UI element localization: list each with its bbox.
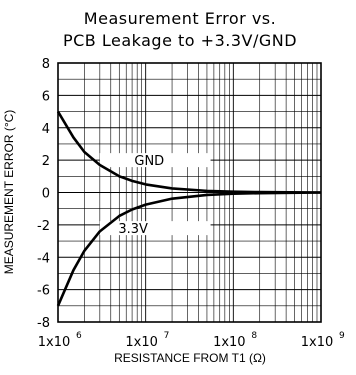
x-tick-label: 1x10 9 xyxy=(301,331,345,350)
y-tick-label: -2 xyxy=(37,219,50,234)
series-line-1 xyxy=(56,191,322,307)
series-line-0 xyxy=(56,110,322,194)
series-label-1: 3.3V xyxy=(118,222,148,237)
x-tick-label: 1x10 6 xyxy=(38,331,82,350)
x-tick-base: 1x10 xyxy=(301,335,334,350)
x-tick-base: 1x10 xyxy=(213,335,246,350)
y-tick-label: 4 xyxy=(42,122,50,137)
x-tick-base: 1x10 xyxy=(38,335,71,350)
y-tick-labels: 8 6 4 2 0 -2 -4 -6 -8 xyxy=(37,57,50,331)
series-label-0: GND xyxy=(134,154,164,169)
chart-title-line-1: Measurement Error vs. xyxy=(84,9,276,28)
grid xyxy=(58,62,321,323)
x-tick-exponent: 6 xyxy=(76,331,82,341)
y-tick-label: -4 xyxy=(37,251,50,266)
x-tick-label: 1x10 7 xyxy=(125,331,169,350)
x-tick-exponent: 9 xyxy=(339,331,345,341)
x-tick-base: 1x10 xyxy=(125,335,158,350)
y-tick-label: 8 xyxy=(42,57,50,72)
series-labels: GND 3.3V xyxy=(99,153,211,237)
y-tick-label: 6 xyxy=(42,89,50,104)
chart-title-line-2: PCB Leakage to +3.3V/GND xyxy=(63,31,297,50)
y-axis-label: MEASUREMENT ERROR (°C) xyxy=(2,110,16,275)
y-tick-label: -8 xyxy=(37,316,50,331)
x-tick-labels: 1x10 6 1x10 7 1x10 8 1x10 9 xyxy=(38,331,345,350)
x-axis-label: RESISTANCE FROM T1 (Ω) xyxy=(114,351,266,365)
x-tick-label: 1x10 8 xyxy=(213,331,257,350)
y-tick-label: -6 xyxy=(37,284,50,299)
plot-frame xyxy=(57,62,322,323)
y-tick-label: 0 xyxy=(42,187,50,202)
y-tick-label: 2 xyxy=(42,154,50,169)
x-tick-exponent: 7 xyxy=(164,331,170,341)
series-lines xyxy=(56,110,322,307)
x-tick-exponent: 8 xyxy=(251,331,257,341)
